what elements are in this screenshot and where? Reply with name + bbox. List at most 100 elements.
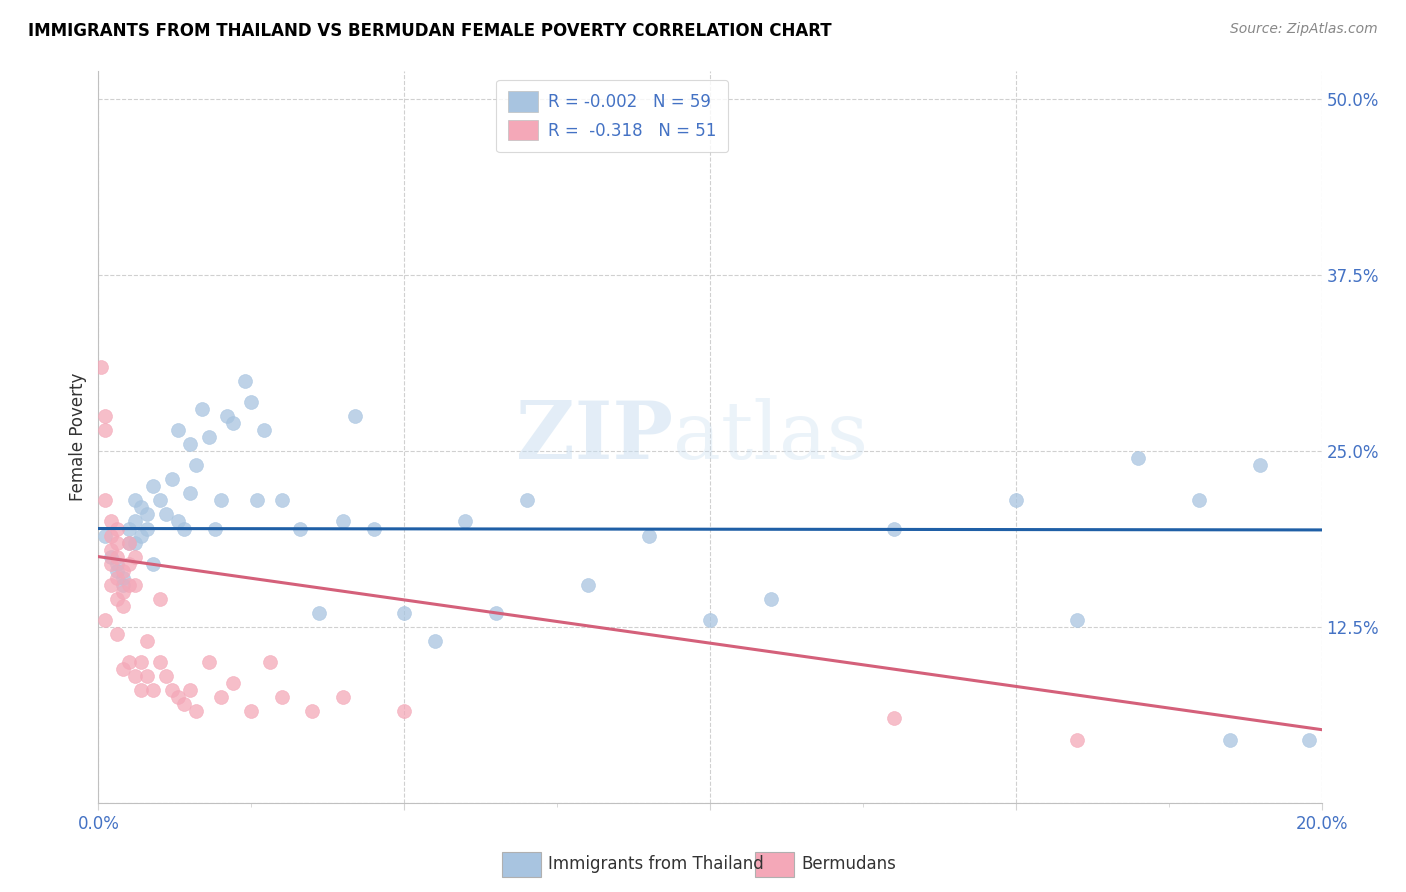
Point [105, 521, 128, 535]
Point [1128, 451, 1150, 466]
Point [149, 655, 172, 669]
Point [111, 564, 134, 578]
Point [197, 430, 219, 444]
Point [423, 634, 446, 648]
Point [124, 535, 146, 549]
Text: IMMIGRANTS FROM THAILAND VS BERMUDAN FEMALE POVERTY CORRELATION CHART: IMMIGRANTS FROM THAILAND VS BERMUDAN FEM… [28, 22, 832, 40]
Point [111, 578, 134, 592]
Point [270, 493, 292, 508]
Point [149, 591, 172, 606]
Point [93, 613, 115, 627]
Point [160, 683, 183, 698]
Point [167, 423, 190, 437]
Point [1004, 493, 1026, 508]
Point [301, 705, 323, 719]
Point [118, 578, 141, 592]
Point [209, 690, 232, 705]
Point [186, 458, 208, 473]
Point [105, 627, 128, 641]
Point [100, 557, 122, 571]
Point [111, 599, 134, 613]
Point [124, 515, 146, 529]
Point [699, 613, 721, 627]
Point [259, 655, 281, 669]
Text: Bermudans: Bermudans [801, 855, 896, 873]
Point [363, 521, 385, 535]
Point [173, 698, 195, 712]
Point [179, 437, 201, 451]
Point [485, 606, 508, 620]
Point [142, 683, 165, 698]
Point [1249, 458, 1271, 473]
Point [118, 655, 141, 669]
Point [129, 500, 152, 515]
Point [105, 591, 128, 606]
Point [155, 508, 177, 522]
Point [222, 676, 245, 690]
Point [118, 557, 141, 571]
Point [129, 655, 152, 669]
Point [637, 528, 661, 542]
Point [209, 493, 232, 508]
Point [149, 493, 172, 508]
Point [179, 486, 201, 500]
Point [105, 549, 128, 564]
Point [93, 423, 115, 437]
Point [105, 571, 128, 585]
Point [240, 395, 263, 409]
Point [240, 705, 263, 719]
Point [90, 359, 112, 374]
Point [155, 669, 177, 683]
Point [883, 521, 905, 535]
Point [118, 535, 141, 549]
Point [197, 655, 219, 669]
Point [160, 472, 183, 486]
Point [105, 535, 128, 549]
Point [129, 683, 152, 698]
Point [332, 515, 354, 529]
Point [1066, 732, 1088, 747]
Point [186, 705, 208, 719]
Point [883, 711, 905, 725]
Point [100, 549, 122, 564]
Point [270, 690, 292, 705]
Point [124, 549, 146, 564]
Point [179, 683, 201, 698]
Point [759, 591, 782, 606]
Point [136, 634, 159, 648]
Point [308, 606, 330, 620]
Point [93, 493, 115, 508]
Point [136, 508, 159, 522]
Point [191, 401, 214, 416]
Point [124, 578, 146, 592]
Point [1188, 493, 1211, 508]
Point [173, 521, 195, 535]
Point [516, 493, 538, 508]
Point [111, 571, 134, 585]
Point [136, 669, 159, 683]
Point [204, 521, 226, 535]
Point [576, 578, 599, 592]
Point [105, 564, 128, 578]
Point [124, 669, 146, 683]
Point [246, 493, 269, 508]
Point [105, 557, 128, 571]
Point [129, 528, 152, 542]
Point [1066, 613, 1088, 627]
Point [167, 515, 190, 529]
Point [215, 409, 238, 423]
Point [222, 416, 245, 430]
Point [392, 705, 416, 719]
Point [252, 423, 274, 437]
Point [136, 521, 159, 535]
Point [124, 493, 146, 508]
Point [233, 374, 256, 388]
Point [167, 690, 190, 705]
Point [100, 578, 122, 592]
Point [1298, 732, 1320, 747]
Point [1219, 732, 1241, 747]
Text: Source: ZipAtlas.com: Source: ZipAtlas.com [1230, 22, 1378, 37]
Point [93, 528, 115, 542]
Point [290, 521, 312, 535]
Text: atlas: atlas [673, 398, 869, 476]
